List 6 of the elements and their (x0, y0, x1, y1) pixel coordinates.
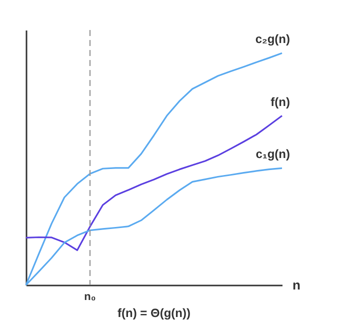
text: f(n) = Θ(g(n)) (118, 306, 190, 320)
text: n₀ (84, 291, 96, 303)
series-label: c₂g(n) (255, 32, 290, 46)
x-axis-title: n (292, 278, 300, 292)
series-label: f(n) (270, 94, 290, 109)
series-label: c₁g(n) (256, 147, 290, 162)
